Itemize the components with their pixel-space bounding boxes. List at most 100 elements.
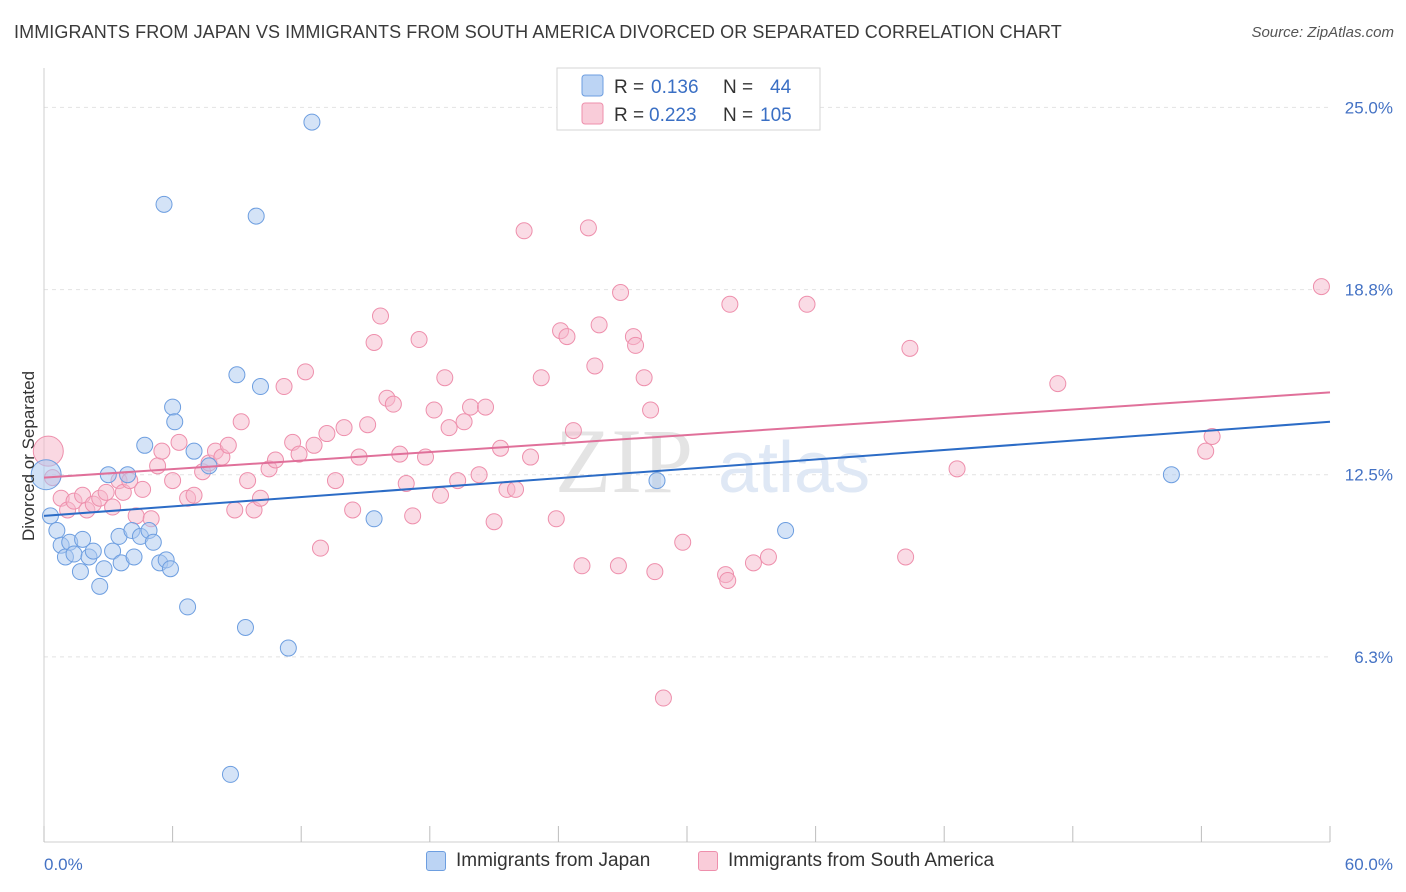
y-axis-label: Divorced or Separated [19, 371, 38, 541]
bottom-legend-south-america: Immigrants from South America [698, 850, 994, 872]
japan-point-27 [164, 398, 182, 416]
japan-point-36 [247, 207, 265, 225]
x-tick-label-max: 60.0% [1345, 855, 1393, 874]
legend-n-label-south-america: N = [723, 105, 753, 126]
south-america-point-96 [901, 339, 919, 357]
south-america-point-101 [1312, 278, 1330, 296]
south-america-point-34 [266, 451, 284, 469]
legend-r-value-south-america: 0.223 [649, 105, 697, 126]
south-america-point-77 [579, 219, 597, 237]
south-america-point-59 [440, 419, 458, 437]
south-america-point-29 [232, 413, 250, 431]
south-america-point-27 [219, 436, 237, 454]
bottom-legend-label-japan: Immigrants from Japan [456, 850, 651, 871]
japan-point-38 [279, 639, 297, 657]
south-america-point-39 [305, 436, 323, 454]
south-america-point-22 [185, 486, 203, 504]
bottom-legend-swatch-japan [426, 851, 446, 871]
japan-point-23 [144, 533, 162, 551]
japan-point-19 [125, 548, 143, 566]
japan-point-31 [185, 442, 203, 460]
japan-point-42 [777, 522, 795, 540]
japan-point-34 [228, 366, 246, 384]
south-america-point-53 [404, 507, 422, 525]
japan-point-8 [74, 530, 92, 548]
south-america-point-80 [609, 557, 627, 575]
watermark: ZIP atlas [555, 410, 870, 512]
legend-r-label-japan: R = [614, 77, 644, 98]
japan-point-21 [136, 436, 154, 454]
south-america-point-78 [586, 357, 604, 375]
south-america-point-56 [425, 401, 443, 419]
south-america-point-92 [744, 554, 762, 572]
south-america-point-83 [627, 336, 645, 354]
legend-n-value-south-america: 105 [760, 105, 792, 126]
south-america-point-47 [365, 333, 383, 351]
japan-point-33 [221, 765, 239, 783]
japan-point-2 [48, 522, 66, 540]
south-america-point-79 [590, 316, 608, 334]
bottom-legend-japan: Immigrants from Japan [426, 850, 650, 872]
south-america-point-86 [646, 563, 664, 581]
south-america-point-100 [1203, 427, 1221, 445]
japan-point-30 [179, 598, 197, 616]
south-america-point-20 [170, 433, 188, 451]
japan-point-29 [155, 195, 173, 213]
south-america-point-65 [485, 513, 503, 531]
japan-point-0 [30, 459, 62, 491]
japan-point-6 [65, 545, 83, 563]
south-america-point-62 [462, 398, 480, 416]
y-tick-label-1: 12.5% [1345, 466, 1393, 485]
south-america-point-90 [719, 571, 737, 589]
south-america-point-94 [798, 295, 816, 313]
x-tick-label-min: 0.0% [44, 855, 83, 874]
south-america-point-81 [612, 284, 630, 302]
japan-point-40 [365, 510, 383, 528]
south-america-point-75 [564, 422, 582, 440]
south-america-point-42 [326, 472, 344, 490]
south-america-point-52 [397, 475, 415, 493]
south-america-point-61 [455, 413, 473, 431]
south-america-point-84 [635, 369, 653, 387]
japan-point-17 [119, 466, 137, 484]
japan-point-11 [91, 577, 109, 595]
bottom-legend-label-south-america: Immigrants from South America [728, 850, 995, 871]
japan-point-12 [95, 560, 113, 578]
trend-lines [43, 391, 1331, 517]
south-america-point-35 [275, 378, 293, 396]
y-tick-labels: 6.3% 12.5% 18.8% 25.0% [1345, 98, 1393, 666]
series-south-america-points [32, 219, 1330, 707]
south-america-point-63 [470, 466, 488, 484]
south-america-point-50 [384, 395, 402, 413]
bottom-legend: Immigrants from Japan Immigrants from So… [0, 850, 1406, 880]
south-america-point-87 [654, 689, 672, 707]
south-america-point-91 [721, 295, 739, 313]
legend-swatch-south-america [581, 102, 604, 125]
japan-point-41 [648, 472, 666, 490]
south-america-point-99 [1197, 442, 1215, 460]
south-america-point-18 [153, 442, 171, 460]
south-america-point-64 [477, 398, 495, 416]
y-tick-label-3: 25.0% [1345, 98, 1393, 117]
south-america-point-44 [344, 501, 362, 519]
south-america-point-72 [547, 510, 565, 528]
south-america-point-95 [897, 548, 915, 566]
south-america-point-93 [759, 548, 777, 566]
south-america-point-37 [290, 445, 308, 463]
south-america-point-30 [239, 472, 257, 490]
south-america-point-58 [436, 369, 454, 387]
series-japan-points [30, 113, 1180, 783]
south-america-point-88 [674, 533, 692, 551]
japan-point-43 [1162, 466, 1180, 484]
source-label: Source: ZipAtlas.com [1251, 24, 1394, 41]
japan-point-35 [236, 618, 254, 636]
south-america-point-97 [948, 460, 966, 478]
south-america-point-74 [558, 328, 576, 346]
legend-box: R = 0.136 N = 44 R = 0.223 N = 105 [556, 67, 821, 131]
south-america-point-38 [296, 363, 314, 381]
japan-point-10 [84, 542, 102, 560]
south-america-point-43 [335, 419, 353, 437]
south-america-point-68 [507, 480, 525, 498]
south-america-point-54 [410, 331, 428, 349]
